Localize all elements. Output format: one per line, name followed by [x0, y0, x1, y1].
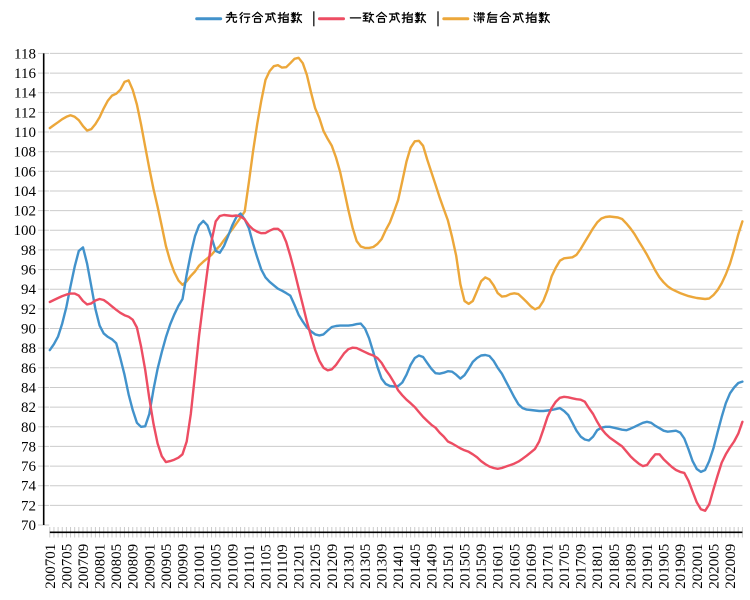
svg-text:201201: 201201 — [292, 544, 308, 589]
svg-text:92: 92 — [21, 302, 36, 318]
svg-text:201409: 201409 — [424, 544, 440, 589]
svg-text:201809: 201809 — [623, 544, 639, 589]
svg-text:80: 80 — [21, 420, 36, 436]
svg-text:102: 102 — [14, 204, 37, 220]
svg-text:110: 110 — [14, 125, 36, 141]
svg-text:201205: 201205 — [308, 544, 324, 589]
svg-text:106: 106 — [14, 164, 37, 180]
svg-text:201501: 201501 — [441, 544, 457, 589]
svg-text:201309: 201309 — [375, 544, 391, 589]
svg-text:100: 100 — [14, 223, 37, 239]
svg-text:201301: 201301 — [341, 544, 357, 589]
svg-text:116: 116 — [14, 66, 36, 82]
svg-text:201401: 201401 — [391, 544, 407, 589]
svg-text:201005: 201005 — [209, 544, 225, 589]
svg-text:201701: 201701 — [541, 544, 557, 589]
svg-text:201405: 201405 — [408, 544, 424, 589]
svg-text:108: 108 — [14, 145, 37, 161]
svg-text:200901: 200901 — [142, 544, 158, 589]
svg-text:201801: 201801 — [590, 544, 606, 589]
svg-text:201901: 201901 — [640, 544, 656, 589]
svg-text:201505: 201505 — [458, 544, 474, 589]
svg-text:201709: 201709 — [574, 544, 590, 589]
svg-text:90: 90 — [21, 322, 36, 338]
svg-text:202009: 202009 — [723, 544, 739, 589]
svg-text:200701: 200701 — [43, 544, 59, 589]
svg-text:118: 118 — [14, 46, 36, 62]
svg-text:201509: 201509 — [474, 544, 490, 589]
svg-text:86: 86 — [21, 361, 37, 377]
svg-text:201209: 201209 — [325, 544, 341, 589]
svg-text:104: 104 — [14, 184, 37, 200]
svg-text:200909: 200909 — [176, 544, 192, 589]
svg-text:201905: 201905 — [657, 544, 673, 589]
svg-text:200801: 200801 — [93, 544, 109, 589]
svg-text:88: 88 — [21, 341, 36, 357]
svg-text:98: 98 — [21, 243, 36, 259]
svg-text:201109: 201109 — [275, 544, 291, 588]
svg-text:200709: 200709 — [76, 544, 92, 589]
svg-text:200809: 200809 — [126, 544, 142, 589]
svg-text:200805: 200805 — [109, 544, 125, 589]
svg-text:96: 96 — [21, 263, 37, 279]
svg-text:94: 94 — [21, 282, 37, 298]
svg-text:202001: 202001 — [690, 544, 706, 589]
svg-text:114: 114 — [14, 86, 36, 102]
svg-text:200905: 200905 — [159, 544, 175, 589]
svg-text:201601: 201601 — [491, 544, 507, 589]
svg-text:82: 82 — [21, 400, 36, 416]
svg-text:201009: 201009 — [225, 544, 241, 589]
svg-text:201305: 201305 — [358, 544, 374, 589]
svg-text:200705: 200705 — [59, 544, 75, 589]
svg-text:202005: 202005 — [706, 544, 722, 589]
svg-text:76: 76 — [21, 459, 37, 475]
svg-text:201609: 201609 — [524, 544, 540, 589]
svg-text:201105: 201105 — [259, 544, 275, 588]
svg-text:84: 84 — [21, 381, 37, 397]
svg-text:74: 74 — [21, 479, 37, 495]
svg-text:201001: 201001 — [192, 544, 208, 589]
svg-text:78: 78 — [21, 439, 36, 455]
svg-text:112: 112 — [14, 105, 36, 121]
svg-text:201909: 201909 — [673, 544, 689, 589]
svg-text:201101: 201101 — [242, 544, 258, 588]
svg-text:201705: 201705 — [557, 544, 573, 589]
svg-text:201805: 201805 — [607, 544, 623, 589]
svg-text:201605: 201605 — [507, 544, 523, 589]
svg-text:72: 72 — [21, 498, 36, 514]
svg-text:70: 70 — [21, 518, 36, 534]
